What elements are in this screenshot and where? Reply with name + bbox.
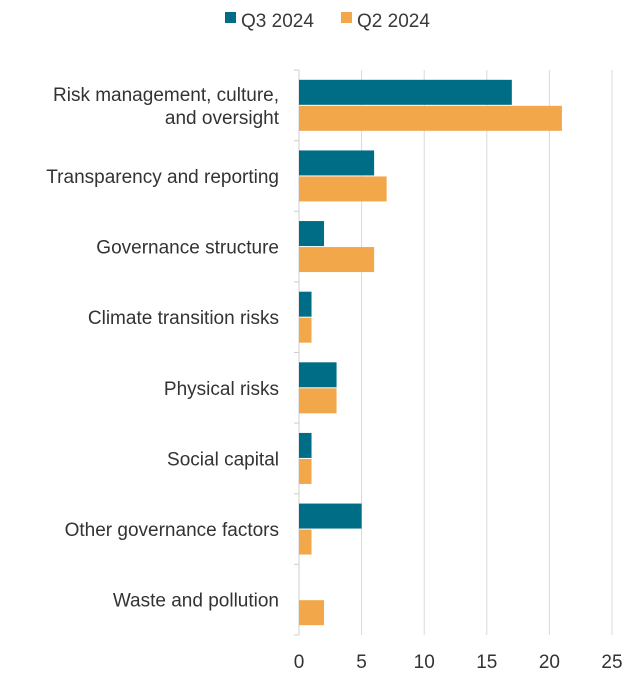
category-label: Other governance factors bbox=[65, 520, 279, 541]
category-labels: Risk management, culture, and oversight Tr… bbox=[46, 85, 279, 612]
bar-q2-2024 bbox=[299, 458, 312, 484]
category-label: Waste and pollution bbox=[113, 591, 279, 612]
x-tick-label: 0 bbox=[294, 652, 305, 673]
category-label: Risk management, culture, and oversight bbox=[53, 85, 280, 129]
x-tick-label: 10 bbox=[414, 652, 435, 673]
bar-q3-2024 bbox=[299, 362, 337, 388]
x-tick-label: 25 bbox=[601, 652, 622, 673]
bar-q2-2024 bbox=[299, 600, 325, 626]
bar-q3-2024 bbox=[299, 503, 362, 529]
bar-q3-2024 bbox=[299, 221, 325, 247]
bar-q2-2024 bbox=[299, 529, 312, 555]
category-label: Climate transition risks bbox=[88, 308, 279, 329]
x-tick-label: 15 bbox=[476, 652, 497, 673]
bar-q3-2024 bbox=[299, 79, 512, 105]
category-label: Governance structure bbox=[96, 238, 279, 259]
x-axis-ticks: 0 5 10 15 20 25 bbox=[294, 652, 623, 673]
bars bbox=[299, 79, 562, 626]
legend: Q3 2024 Q2 2024 bbox=[225, 11, 430, 32]
bar-q3-2024 bbox=[299, 150, 375, 176]
category-label: Social capital bbox=[167, 449, 279, 470]
legend-label-1: Q3 2024 bbox=[241, 11, 314, 32]
legend-label-2: Q2 2024 bbox=[357, 11, 430, 32]
category-label: Physical risks bbox=[164, 379, 279, 400]
category-label: Transparency and reporting bbox=[46, 167, 279, 188]
bar-q3-2024 bbox=[299, 432, 312, 458]
bar-q3-2024 bbox=[299, 291, 312, 317]
bar-q2-2024 bbox=[299, 105, 562, 131]
bar-q2-2024 bbox=[299, 388, 337, 414]
bar-q2-2024 bbox=[299, 247, 375, 273]
x-tick-label: 20 bbox=[539, 652, 560, 673]
bar-q2-2024 bbox=[299, 317, 312, 343]
legend-swatch-1 bbox=[225, 12, 236, 23]
bar-q2-2024 bbox=[299, 176, 387, 202]
x-tick-label: 5 bbox=[356, 652, 367, 673]
legend-swatch-2 bbox=[341, 12, 352, 23]
